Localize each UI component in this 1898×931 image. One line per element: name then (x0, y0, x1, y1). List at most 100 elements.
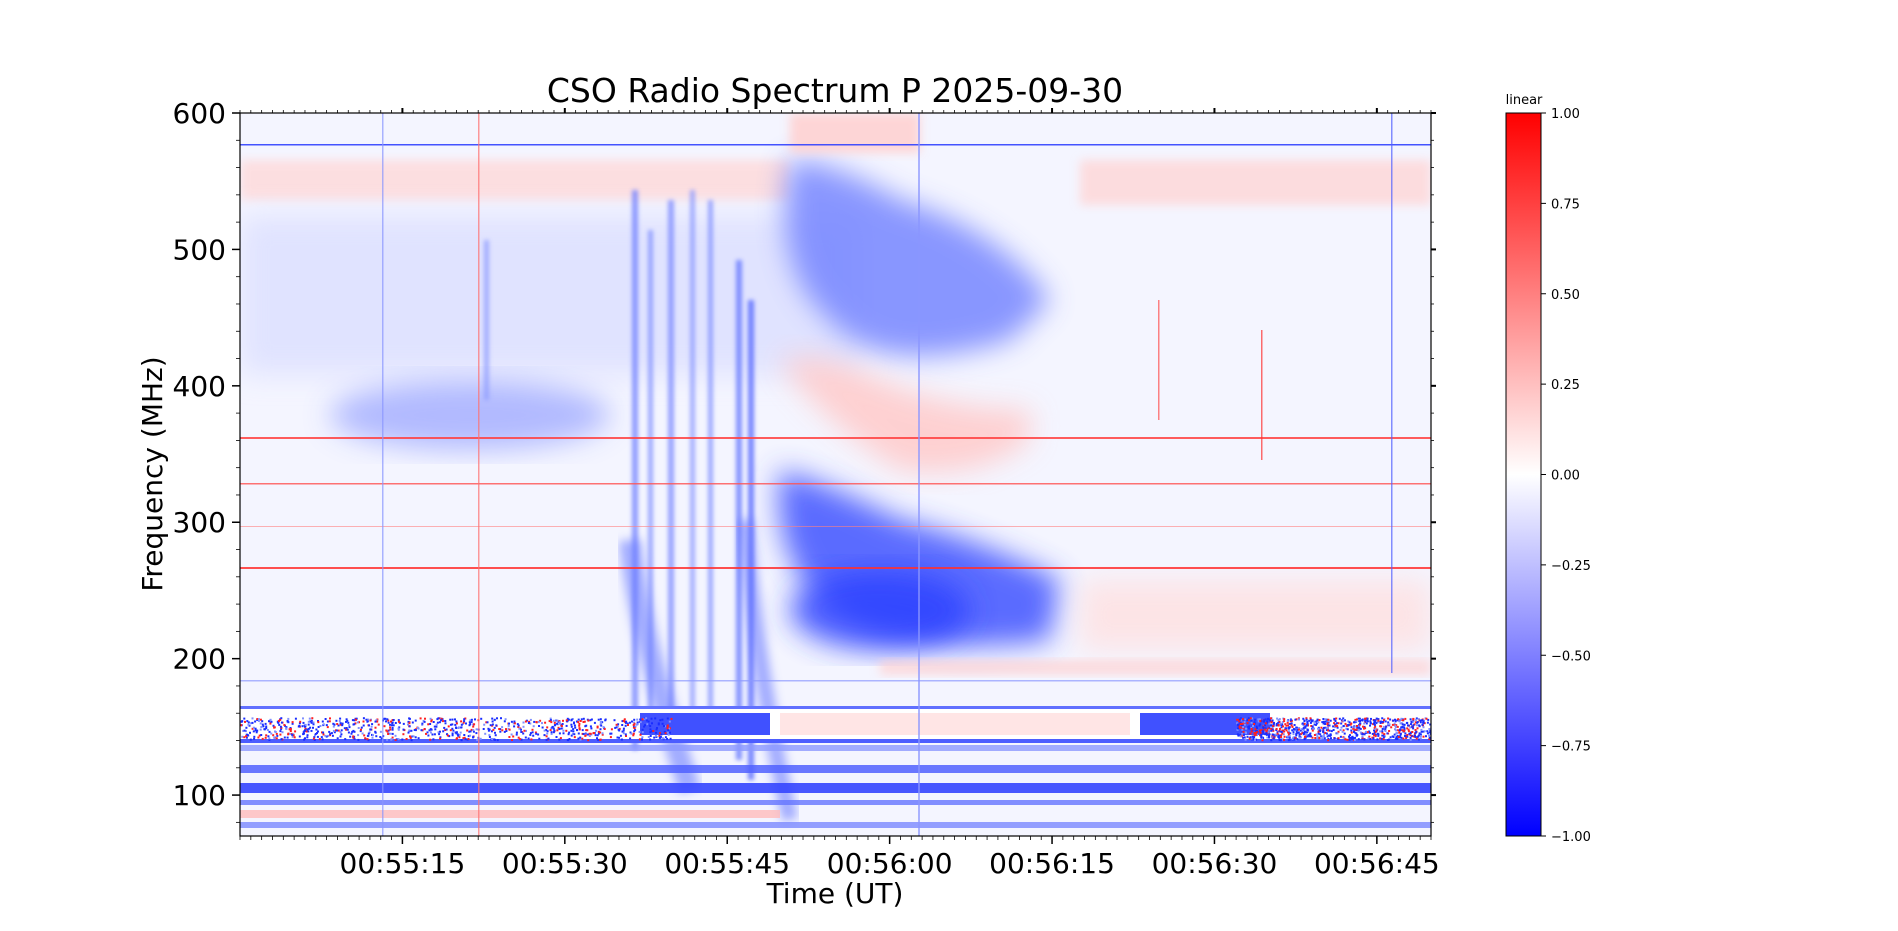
rfi-speckle (527, 737, 530, 740)
rfi-speckle (1310, 725, 1313, 727)
rfi-speckle (1268, 734, 1270, 737)
rfi-speckle (1268, 736, 1270, 739)
rfi-speckle (1352, 737, 1355, 739)
rfi-speckle (666, 724, 669, 727)
rfi-speckle (1280, 735, 1282, 738)
rfi-speckle (1412, 718, 1415, 721)
rfi-speckle (579, 736, 582, 739)
rfi-speckle (240, 724, 243, 727)
rfi-speckle (1272, 737, 1275, 740)
rfi-speckle (1388, 730, 1391, 732)
rfi-speckle (297, 725, 300, 728)
rfi-speckle (1327, 738, 1330, 740)
rfi-speckle (1354, 728, 1357, 731)
rfi-speckle (427, 723, 430, 726)
rfi-speckle (578, 728, 581, 731)
rfi-speckle (467, 738, 470, 740)
rfi-speckle (1422, 730, 1425, 733)
rfi-speckle (1418, 724, 1421, 727)
rfi-speckle (426, 731, 429, 734)
rfi-speckle (283, 736, 286, 739)
rfi-speckle (1273, 721, 1275, 724)
rfi-speckle (480, 717, 483, 720)
rfi-speckle (469, 730, 472, 733)
rfi-speckle (1422, 721, 1425, 724)
rfi-speckle (503, 730, 506, 733)
rfi-speckle (1269, 725, 1272, 728)
rfi-speckle (1332, 725, 1335, 728)
rfi-speckle (1250, 726, 1253, 729)
rfi-speckle (366, 738, 369, 741)
rfi-speckle (1297, 728, 1300, 731)
rfi-speckle (387, 729, 390, 732)
rfi-speckle (1250, 721, 1253, 724)
rfi-speckle (1264, 733, 1267, 736)
rfi-speckle (1394, 737, 1397, 740)
rfi-speckle (1366, 717, 1369, 720)
rfi-speckle (455, 727, 458, 729)
rfi-speckle (647, 736, 650, 738)
rfi-speckle (1287, 730, 1290, 733)
rfi-speckle (1381, 728, 1384, 730)
rfi-speckle (313, 738, 316, 741)
rfi-speckle (1362, 725, 1364, 728)
rfi-speckle (332, 725, 335, 728)
rfi-speckle (1312, 728, 1315, 731)
rfi-speckle (458, 736, 461, 739)
rfi-speckle (363, 734, 366, 737)
rfi-speckle (632, 724, 635, 726)
rfi-speckle (639, 721, 642, 724)
rfi-speckle (1357, 717, 1360, 720)
rfi-speckle (1314, 720, 1317, 723)
rfi-speckle (254, 720, 257, 723)
rfi-speckle (311, 717, 314, 720)
rfi-speckle (537, 733, 540, 736)
rfi-speckle (1247, 717, 1250, 720)
rfi-speckle (1355, 718, 1358, 721)
rfi-speckle (562, 732, 565, 735)
rfi-speckle (1236, 723, 1239, 726)
rfi-speckle (374, 720, 377, 723)
rfi-speckle (385, 729, 388, 732)
rfi-speckle (553, 729, 556, 732)
rfi-speckle (593, 732, 595, 735)
rfi-speckle (277, 721, 280, 724)
rfi-speckle (1270, 739, 1273, 742)
rfi-speckle (269, 722, 272, 725)
rfi-speckle (625, 720, 628, 723)
rfi-speckle (487, 727, 490, 730)
rfi-speckle (1291, 729, 1294, 732)
rfi-speckle (1261, 729, 1264, 732)
rfi-speckle (242, 729, 245, 732)
rfi-speckle (451, 734, 454, 737)
rfi-speckle (1307, 734, 1310, 737)
rfi-speckle (1301, 722, 1304, 725)
rfi-speckle (1373, 722, 1375, 725)
rfi-speckle (610, 732, 613, 735)
rfi-speckle (321, 738, 324, 741)
rfi-speckle (587, 739, 590, 742)
rfi-speckle (1369, 721, 1372, 724)
rfi-speckle (1270, 717, 1272, 720)
rfi-speckle (243, 736, 246, 739)
rfi-speckle (1300, 728, 1303, 731)
rfi-speckle (1426, 721, 1429, 724)
rfi-speckle (451, 732, 454, 735)
rfi-speckle (483, 723, 486, 726)
colorbar-tick-label: 1.00 (1551, 107, 1580, 122)
rfi-speckle (580, 718, 583, 721)
rfi-speckle (552, 731, 555, 734)
rfi-speckle (1411, 731, 1414, 733)
rfi-speckle (339, 735, 342, 738)
rfi-speckle (1308, 735, 1311, 738)
rfi-speckle (1348, 721, 1351, 724)
y-tick-label: 600 (173, 97, 226, 130)
rfi-speckle (310, 729, 313, 732)
rfi-speckle (633, 722, 636, 725)
rfi-speckle (347, 721, 350, 724)
rfi-speckle (279, 725, 282, 728)
rfi-speckle (326, 720, 329, 723)
rfi-speckle (322, 731, 325, 734)
rfi-speckle (572, 730, 575, 733)
rfi-speckle (633, 730, 636, 733)
